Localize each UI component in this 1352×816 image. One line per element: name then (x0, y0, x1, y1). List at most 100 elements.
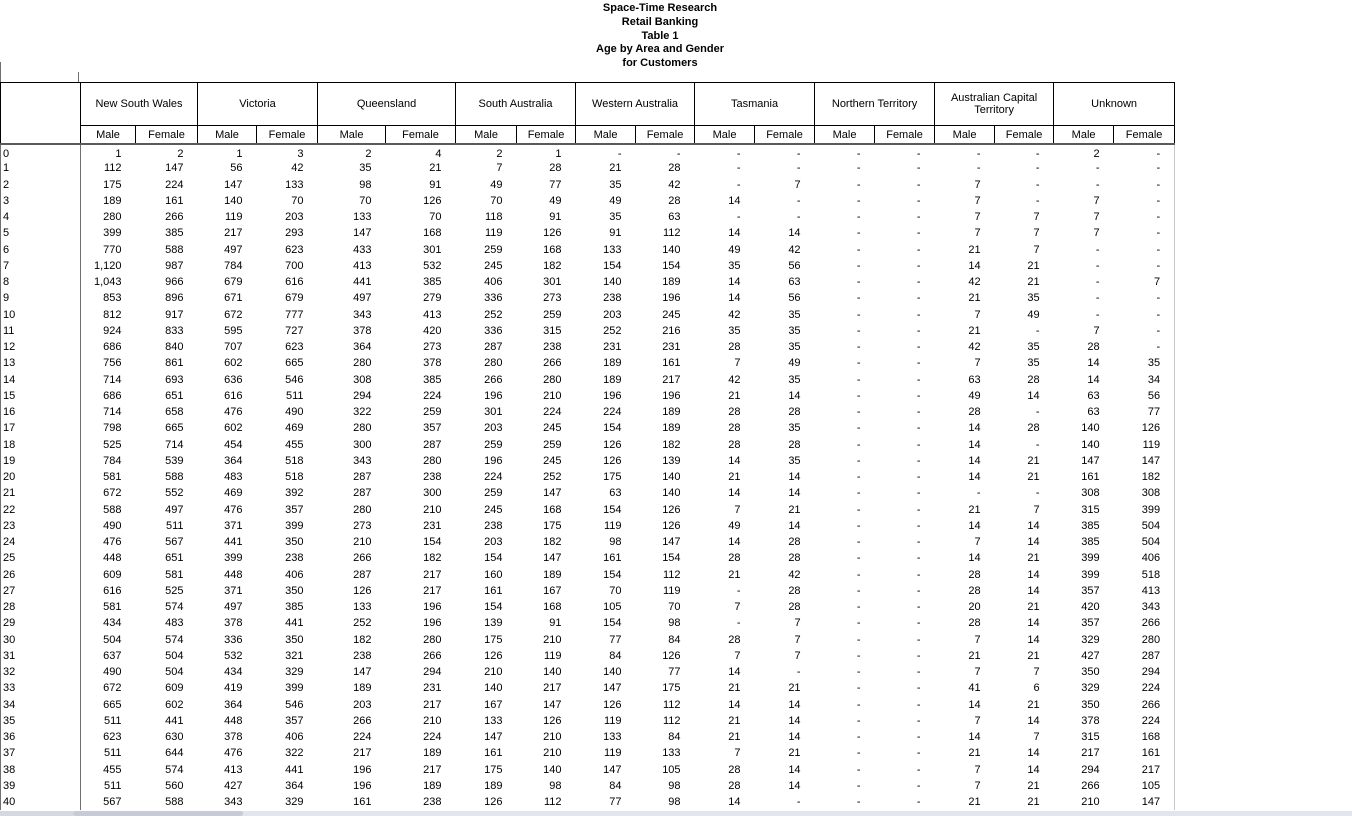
table-cell: 7 (1033, 503, 1040, 516)
table-cell: 385 (423, 373, 442, 386)
title-organisation: Space-Time Research (602, 2, 718, 14)
table-cell: 196 (484, 454, 503, 467)
table-cell: - (916, 259, 921, 272)
table-cell: 441 (224, 536, 243, 549)
table-cell: 217 (423, 568, 442, 581)
table-cell: 21 (1027, 552, 1040, 565)
table-cell: 336 (224, 633, 243, 646)
table-cell: 455 (285, 438, 304, 451)
table-cell: 210 (423, 714, 442, 727)
table-cell: - (916, 227, 921, 240)
table-cell: 105 (603, 601, 622, 614)
table-cell: 308 (1113, 485, 1176, 502)
table-cell: 224 (165, 178, 184, 191)
table-cell: - (1113, 160, 1176, 177)
row-age-label: 29 (0, 615, 81, 632)
table-cell: 154 (603, 422, 622, 435)
table-cell: 294 (1081, 763, 1100, 776)
table-cell: 588 (165, 471, 184, 484)
table-cell: 28 (788, 601, 801, 614)
table-row: 15 686 651 616 511 294 224 196 210 196 196 21 14 - - 49… (0, 387, 1176, 404)
table-cell: 161 (353, 796, 372, 809)
table-cell: 490 (103, 666, 122, 679)
table-cell: 147 (1081, 454, 1100, 467)
table-cell: - (1035, 194, 1040, 207)
table-cell: 203 (353, 698, 372, 711)
table-cell: 224 (603, 406, 622, 419)
column-group-new-south-wales: New South Wales (80, 82, 198, 126)
table-cell: 7 (1093, 324, 1100, 337)
table-cell: 7 (1033, 731, 1040, 744)
table-cell: - (856, 324, 861, 337)
table-cell: 280 (353, 503, 372, 516)
table-cell: 385 (1081, 519, 1100, 532)
table-cell: 91 (609, 227, 622, 240)
table-cell: - (856, 519, 861, 532)
table-cell: 112 (663, 227, 681, 240)
table-cell: 34 (1113, 371, 1176, 388)
table-row: 12 686 840 707 623 364 273 287 238 231 231 28 35 - - 42… (0, 339, 1176, 356)
table-cell: - (796, 796, 801, 809)
table-row: 36 623 630 378 406 224 224 147 210 133 84 21 14- -14 7… (0, 729, 1176, 746)
row-age-label: 13 (0, 355, 81, 372)
table-left-edge-line (0, 62, 1, 82)
row-age-label: 0 (0, 144, 81, 161)
table-cell: 118 (484, 211, 503, 224)
table-cell: 399 (103, 227, 122, 240)
table-cell: 2 (1093, 148, 1100, 161)
table-cell: 525 (165, 584, 184, 597)
table-cell: 63 (1087, 389, 1100, 402)
column-header-female: Female (635, 125, 696, 145)
table-cell: 357 (1081, 584, 1100, 597)
table-cell: 140 (662, 243, 681, 256)
table-cell: 196 (353, 779, 372, 792)
table-row: 5 399 385 217 293 147 168 119 126 91 112 14 14- -7 7 7- (0, 225, 1176, 242)
table-cell: 98 (668, 779, 681, 792)
table-cell: 133 (603, 243, 622, 256)
table-cell: 7 (974, 714, 981, 727)
table-cell: 623 (285, 341, 304, 354)
table-cell: 56 (788, 292, 801, 305)
table-cell: 686 (103, 389, 122, 402)
table-cell: 49 (728, 519, 741, 532)
table-cell: 469 (224, 487, 243, 500)
table-cell: 182 (1113, 469, 1176, 486)
table-cell: 14 (788, 714, 801, 727)
table-cell: 413 (353, 259, 372, 272)
table-cell: 14 (788, 227, 801, 240)
table-cell: - (1113, 144, 1176, 161)
table-cell: 14 (728, 454, 741, 467)
table-row: 11 924 833 595 727 378 420 336 315 252 216 35 35 - - 21… (0, 322, 1176, 339)
table-cell: - (856, 682, 861, 695)
table-cell: 14 (788, 763, 801, 776)
table-cell: 853 (103, 292, 122, 305)
table-cell: 147 (353, 227, 372, 240)
table-cell: 210 (353, 536, 372, 549)
table-cell: 371 (224, 584, 243, 597)
table-cell: 154 (603, 259, 622, 272)
table-cell: 483 (165, 617, 184, 630)
table-cell: - (1095, 178, 1100, 191)
table-cell: 126 (1113, 420, 1176, 437)
table-cell: 294 (1113, 664, 1176, 681)
horizontal-scrollbar[interactable] (0, 811, 1352, 816)
table-cell: 196 (423, 601, 442, 614)
table-cell: 168 (543, 503, 562, 516)
horizontal-scrollbar-thumb[interactable] (73, 811, 243, 816)
table-cell: 525 (103, 438, 122, 451)
table-cell: 42 (788, 243, 801, 256)
table-cell: 63 (968, 373, 981, 386)
table-cell: 126 (543, 227, 562, 240)
horizontal-scrollbar-track-left[interactable] (0, 811, 73, 816)
row-age-label: 15 (0, 387, 81, 404)
table-cell: 126 (603, 454, 622, 467)
table-cell: 28 (788, 406, 801, 419)
table-cell: 167 (484, 698, 503, 711)
table-row: 39 511 560 427 364 196 189 189 98 84 98 28 14 - - 7 21 26… (0, 777, 1176, 794)
table-cell: 14 (728, 536, 741, 549)
table-cell: 266 (543, 357, 562, 370)
table-cell: - (856, 487, 861, 500)
table-cell: 490 (103, 519, 122, 532)
table-cell: 224 (543, 406, 562, 419)
table-cell: - (916, 633, 921, 646)
